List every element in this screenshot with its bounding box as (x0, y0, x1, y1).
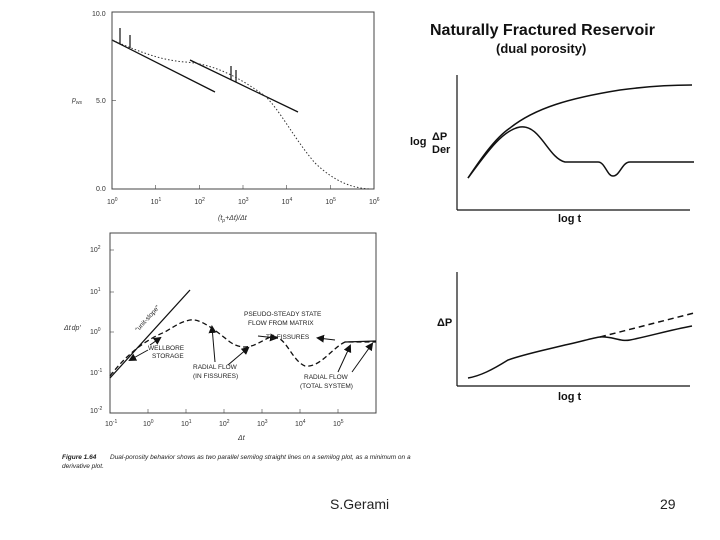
radial-total-label-1: RADIAL FLOW (304, 374, 349, 381)
wellbore-label-2: STORAGE (152, 353, 184, 360)
horner-markers (119, 28, 237, 82)
horner-ytick-mid: 5.0 (96, 98, 106, 105)
derivative-xtick-label: 10-1 (105, 419, 117, 428)
right-title-line1: Naturally Fractured Reservoir (430, 22, 655, 39)
derivative-y-tick-labels: 102 101 100 10-1 10-2 (90, 245, 102, 415)
horner-plot: 10.0 5.0 0.0 pws 100 101 102 103 104 105 106 (… (71, 11, 380, 224)
derivative-y-ticks (110, 249, 114, 374)
right-bottom-pressure-curve (467, 325, 693, 379)
horner-ylabel: pws (71, 97, 83, 106)
horner-ytick-bottom: 0.0 (96, 186, 106, 193)
right-top-ylabel-log: log (410, 136, 427, 148)
horner-xtick-label: 103 (238, 197, 249, 206)
pseudo-steady-label-1: PSEUDO-STEADY STATE (244, 311, 322, 318)
horner-xtick-label: 104 (282, 197, 293, 206)
derivative-xtick-label: 104 (295, 419, 306, 428)
right-top-derivative-curve (467, 126, 694, 179)
right-top-ylabel-dp: ΔP (432, 131, 447, 143)
derivative-x-tick-labels: 10-1 100 101 102 103 104 105 (105, 419, 344, 428)
horner-x-ticks (155, 185, 331, 189)
horner-xtick-label: 100 (107, 197, 118, 206)
derivative-curve (109, 319, 376, 377)
footer-author: S.Gerami (330, 496, 390, 512)
horner-early-line (111, 39, 216, 93)
horner-x-tick-labels: 100 101 102 103 104 105 106 (107, 197, 380, 206)
horner-xtick-label: 106 (369, 197, 380, 206)
right-bottom-xlabel: log t (558, 391, 582, 403)
horner-ytick-top: 10.0 (92, 11, 106, 18)
derivative-plot-frame (109, 232, 377, 414)
derivative-ytick-label: 100 (90, 327, 101, 336)
figure-caption: Figure 1.64 Dual-porosity behavior shows… (62, 454, 411, 470)
footer-page-number: 29 (660, 496, 676, 512)
derivative-ytick-label: 102 (90, 245, 101, 254)
horner-xtick-label: 101 (151, 197, 162, 206)
derivative-xlabel: Δt (237, 435, 246, 442)
horner-xtick-label: 102 (194, 197, 205, 206)
caption-label: Figure 1.64 (62, 454, 97, 461)
caption-text-line2: derivative plot. (62, 463, 104, 470)
derivative-ytick-label: 10-2 (90, 406, 102, 415)
right-title-line2: (dual porosity) (496, 41, 586, 56)
right-top-plot: log ΔP Der log t (410, 75, 694, 225)
derivative-xtick-label: 101 (181, 419, 192, 428)
unit-slope-line (109, 289, 191, 379)
horner-buildup-curve (111, 39, 371, 190)
horner-late-line (189, 59, 299, 113)
derivative-xtick-label: 100 (143, 419, 154, 428)
derivative-xtick-label: 105 (333, 419, 344, 428)
right-bottom-ylabel: ΔP (437, 317, 452, 329)
derivative-late-flat (344, 340, 377, 343)
radial-total-label-2: (TOTAL SYSTEM) (300, 383, 353, 390)
derivative-xtick-label: 102 (219, 419, 230, 428)
right-panel: Naturally Fractured Reservoir (dual poro… (410, 22, 695, 403)
derivative-plot: "unit-slope" WELLBORE STORAGE PSEUDO-STE… (63, 232, 377, 442)
derivative-ylabel: Δtdp' (63, 325, 81, 332)
horner-plot-frame (111, 11, 375, 190)
radial-fissures-label-1: RADIAL FLOW (193, 364, 238, 371)
right-top-ylabel-der: Der (432, 144, 451, 156)
caption-text-line1: Dual-porosity behavior shows as two para… (110, 454, 411, 461)
derivative-ytick-label: 101 (90, 287, 101, 296)
pseudo-steady-label-3: TO FISSURES (266, 334, 310, 341)
horner-xlabel: (tp+Δt)/Δt (218, 215, 248, 224)
horner-xtick-label: 105 (325, 197, 336, 206)
right-top-xlabel: log t (558, 213, 582, 225)
derivative-ytick-label: 10-1 (90, 368, 102, 377)
pseudo-steady-label-2: FLOW FROM MATRIX (248, 320, 314, 327)
derivative-xtick-label: 103 (257, 419, 268, 428)
right-top-pressure-curve (467, 84, 693, 179)
radial-fissures-label-2: (IN FISSURES) (193, 373, 238, 380)
right-bottom-extrapolated-line (599, 312, 695, 338)
right-bottom-plot: ΔP log t (437, 272, 695, 403)
annotation-arrows (128, 325, 374, 373)
derivative-x-ticks (147, 409, 339, 413)
wellbore-label-1: WELLBORE (148, 345, 185, 352)
unit-slope-label: "unit-slope" (134, 304, 162, 334)
